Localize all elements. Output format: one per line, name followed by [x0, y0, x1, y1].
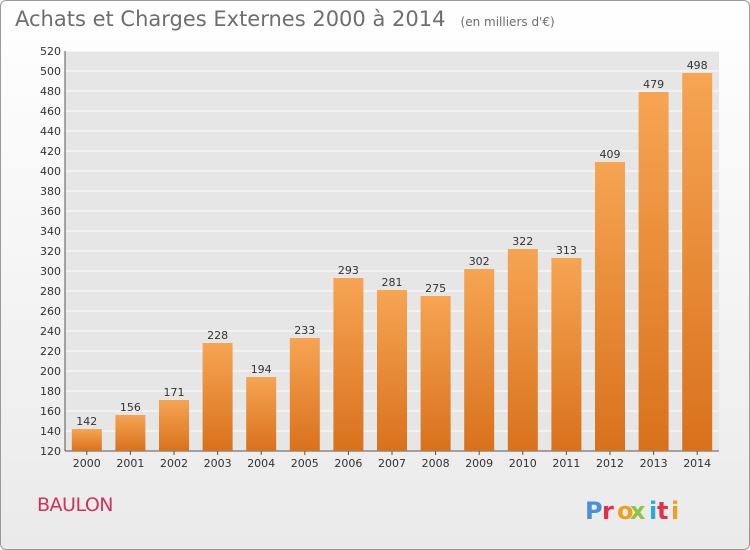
bar — [638, 92, 669, 451]
x-tick-label: 2006 — [334, 457, 362, 470]
y-tick-label: 120 — [40, 445, 61, 458]
title-row: Achats et Charges Externes 2000 à 2014 (… — [15, 7, 555, 31]
bar — [551, 258, 582, 451]
data-label: 302 — [469, 255, 490, 268]
x-tick-label: 2004 — [247, 457, 275, 470]
chart-title: Achats et Charges Externes 2000 à 2014 — [15, 7, 446, 31]
y-tick-label: 440 — [40, 125, 61, 138]
x-tick-label: 2005 — [291, 457, 319, 470]
data-label: 293 — [338, 264, 359, 277]
y-tick-label: 160 — [40, 405, 61, 418]
bar — [507, 249, 538, 451]
bar — [595, 162, 625, 451]
y-tick-label: 500 — [40, 65, 61, 78]
data-label: 322 — [512, 235, 533, 248]
chart-subtitle: (en milliers d'€) — [460, 15, 555, 29]
bar — [289, 338, 320, 451]
data-label: 313 — [556, 244, 577, 257]
x-tick-label: 2001 — [116, 457, 144, 470]
bar — [333, 278, 364, 451]
y-tick-label: 280 — [40, 285, 61, 298]
y-tick-label: 240 — [40, 325, 61, 338]
y-tick-label: 140 — [40, 425, 61, 438]
y-tick-label: 340 — [40, 225, 61, 238]
bar — [115, 415, 146, 451]
logo-letter: i — [671, 497, 679, 525]
logo-letter: P — [585, 497, 603, 525]
y-tick-label: 520 — [40, 45, 61, 58]
bar — [682, 73, 713, 451]
logo-letter: t — [657, 497, 668, 525]
x-tick-label: 2009 — [465, 457, 493, 470]
x-tick-label: 2013 — [640, 457, 668, 470]
data-label: 409 — [600, 148, 621, 161]
y-tick-label: 420 — [40, 145, 61, 158]
x-tick-label: 2008 — [422, 457, 450, 470]
x-tick-label: 2014 — [683, 457, 711, 470]
logo-letter: x — [630, 497, 646, 525]
bar — [202, 343, 233, 451]
x-tick-label: 2011 — [552, 457, 580, 470]
y-tick-label: 300 — [40, 265, 61, 278]
data-label: 156 — [120, 401, 141, 414]
y-tick-label: 400 — [40, 165, 61, 178]
x-tick-label: 2003 — [204, 457, 232, 470]
bar — [464, 269, 495, 451]
x-tick-label: 2002 — [160, 457, 188, 470]
data-label: 479 — [643, 78, 664, 91]
data-label: 281 — [382, 276, 403, 289]
y-tick-label: 260 — [40, 305, 61, 318]
x-tick-label: 2012 — [596, 457, 624, 470]
bar — [71, 429, 102, 451]
data-label: 194 — [251, 363, 272, 376]
y-tick-label: 320 — [40, 245, 61, 258]
y-tick-label: 220 — [40, 345, 61, 358]
y-tick-label: 200 — [40, 365, 61, 378]
y-tick-label: 480 — [40, 85, 61, 98]
bar — [159, 400, 189, 451]
data-label: 228 — [207, 329, 228, 342]
logo-letter: r — [602, 497, 614, 525]
data-label: 171 — [164, 386, 185, 399]
data-label: 233 — [294, 324, 315, 337]
data-label: 275 — [425, 282, 446, 295]
logo-letter: o — [617, 497, 634, 525]
commune-name: BAULON — [37, 494, 114, 516]
logo-letter: i — [649, 497, 657, 525]
bar — [420, 296, 451, 451]
bar — [246, 377, 277, 451]
x-tick-label: 2010 — [509, 457, 537, 470]
data-label: 498 — [687, 59, 708, 72]
y-tick-label: 460 — [40, 105, 61, 118]
y-tick-label: 360 — [40, 205, 61, 218]
x-tick-label: 2000 — [73, 457, 101, 470]
y-tick-label: 380 — [40, 185, 61, 198]
data-label: 142 — [76, 415, 97, 428]
bar — [377, 290, 407, 451]
x-tick-label: 2007 — [378, 457, 406, 470]
y-tick-label: 180 — [40, 385, 61, 398]
